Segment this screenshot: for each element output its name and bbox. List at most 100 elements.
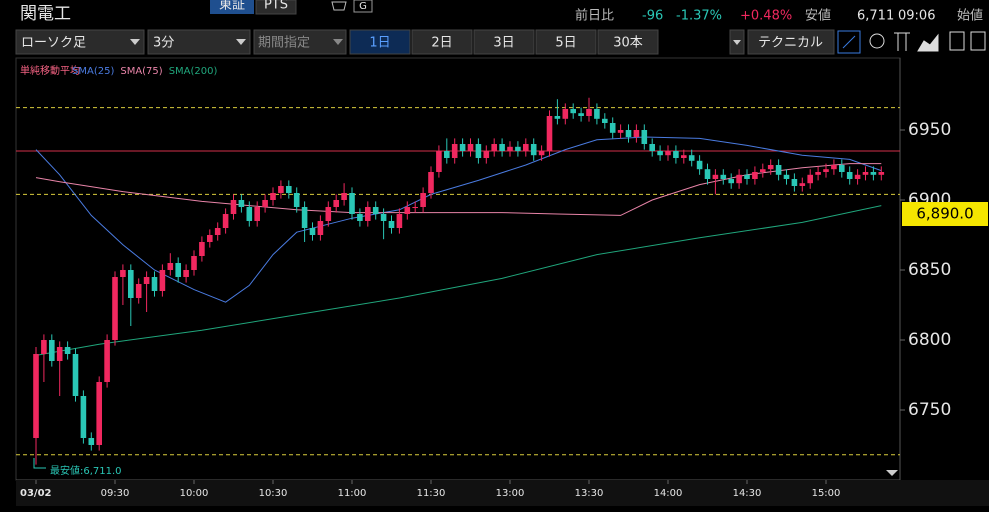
range-label[interactable]: 2日: [431, 36, 452, 51]
annotation: 最安値:6,711.0: [50, 464, 122, 477]
candle-body: [365, 207, 371, 221]
candle-body: [673, 151, 679, 158]
save-icon[interactable]: [949, 31, 965, 51]
change-label: 前日比: [575, 8, 614, 24]
candle-body: [112, 277, 118, 340]
chart-type[interactable]: ローソク足: [21, 36, 86, 51]
interval[interactable]: 3分: [153, 36, 174, 51]
range-button[interactable]: [349, 29, 411, 55]
area-icon[interactable]: [917, 33, 939, 52]
legend-entry: SMA(200): [169, 66, 218, 77]
change: -96: [642, 9, 663, 24]
tab-bg[interactable]: [255, 0, 297, 15]
candle-body: [854, 174, 861, 179]
price-marker-box: [902, 202, 988, 226]
candle-body: [128, 270, 134, 298]
low-label: 安値: [805, 8, 831, 24]
badge[interactable]: G: [359, 1, 367, 12]
candle-body: [167, 263, 174, 270]
period-select[interactable]: [253, 29, 347, 55]
range-button[interactable]: [411, 29, 473, 55]
candle-body: [64, 347, 71, 354]
candle-body: [159, 270, 166, 291]
scroll-arrow[interactable]: [886, 470, 898, 476]
dropdown-arrow: [130, 39, 140, 45]
candle-body: [41, 340, 47, 354]
candle-body: [641, 130, 648, 144]
candle-body: [143, 277, 150, 284]
candle-body: [175, 263, 181, 277]
candle-body: [862, 172, 869, 175]
candle-body: [444, 151, 450, 158]
tool-icons: [837, 30, 986, 54]
range-label[interactable]: 3日: [493, 36, 514, 51]
market-tab[interactable]: PTS: [264, 0, 288, 13]
candle-body: [246, 207, 253, 221]
candle-body: [191, 256, 197, 270]
candle-body: [760, 169, 766, 172]
candle-body: [831, 165, 837, 170]
candle-body: [309, 228, 316, 235]
x-tick-label: 11:30: [417, 488, 446, 499]
zoom-icon[interactable]: [869, 33, 885, 49]
plot: [16, 97, 905, 484]
candle-body: [586, 109, 592, 116]
chart-type-select[interactable]: [15, 29, 145, 55]
candle-body: [594, 109, 600, 119]
candle-body: [230, 200, 237, 214]
range-label[interactable]: 30本: [613, 36, 643, 51]
symbol: 関電工: [20, 4, 71, 24]
candle-body: [704, 169, 711, 179]
candle-body: [625, 130, 632, 137]
draw-tool[interactable]: [837, 30, 861, 54]
range-button[interactable]: [473, 29, 535, 55]
legend-entry: SMA(25): [72, 66, 114, 77]
candle-body: [467, 144, 474, 151]
technical[interactable]: テクニカル: [758, 36, 823, 51]
y-tick-label: 6750: [908, 400, 951, 420]
candle-body: [846, 172, 853, 179]
candle-body: [56, 347, 63, 361]
technical-button[interactable]: [747, 29, 835, 55]
legend-entry: SMA(75): [120, 66, 162, 77]
range-label[interactable]: 1日: [369, 36, 390, 51]
bell-icon[interactable]: [331, 1, 347, 11]
candle-body: [412, 207, 418, 208]
x-axis-bg: [16, 480, 989, 506]
candle-body: [80, 396, 87, 438]
x-tick-label: 10:00: [180, 488, 209, 499]
candle-body: [712, 174, 719, 179]
range-button[interactable]: [597, 29, 659, 55]
candle-body: [357, 214, 363, 221]
candle-body: [396, 214, 403, 228]
candle-body: [120, 270, 126, 277]
badge-box[interactable]: [353, 0, 373, 13]
range-label[interactable]: 5日: [555, 36, 576, 51]
candle-body: [475, 144, 482, 158]
candle-body: [507, 146, 513, 151]
x-tick-label: 14:00: [654, 488, 683, 499]
period[interactable]: 期間指定: [258, 36, 310, 51]
change-pct: -1.37%: [676, 9, 722, 24]
print-icon[interactable]: [970, 31, 986, 51]
interval-select[interactable]: [147, 29, 251, 55]
other-pct: +0.48%: [740, 9, 792, 24]
candle-body: [459, 144, 466, 151]
tab-bg[interactable]: [210, 0, 254, 14]
x-tick-label: 13:00: [496, 488, 525, 499]
candle-body: [333, 200, 339, 207]
split-icon[interactable]: [894, 32, 910, 51]
candle-body: [823, 169, 829, 172]
candle-body: [388, 221, 395, 228]
market-tab[interactable]: 東証: [219, 0, 245, 13]
candle-body: [775, 165, 782, 175]
candle-body: [96, 382, 102, 445]
candle-body: [720, 174, 727, 179]
range-button[interactable]: [535, 29, 597, 55]
candle-body: [301, 207, 308, 228]
candle-body: [578, 113, 584, 116]
candle-body: [791, 179, 798, 186]
candle-body: [88, 438, 95, 445]
